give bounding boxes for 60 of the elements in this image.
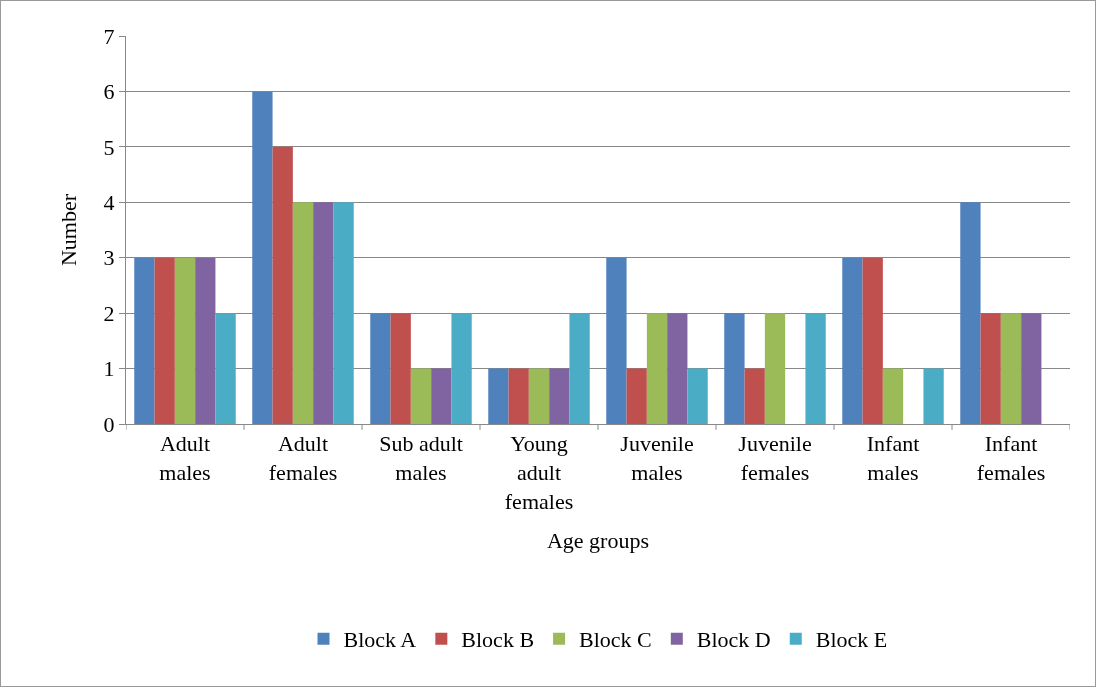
x-tick-label: Juvenile females bbox=[738, 431, 812, 485]
y-tick-label: 5 bbox=[103, 134, 115, 160]
y-tick-label: 2 bbox=[103, 300, 115, 326]
bar bbox=[410, 368, 432, 424]
bar bbox=[980, 313, 1001, 424]
bar bbox=[195, 257, 216, 424]
bar bbox=[292, 202, 314, 424]
bar bbox=[606, 257, 627, 424]
bar bbox=[626, 368, 647, 424]
legend-label: Block A bbox=[343, 627, 417, 653]
x-tick-label: Sub adult males bbox=[379, 431, 463, 485]
bar bbox=[390, 313, 411, 424]
bar bbox=[488, 368, 509, 424]
bar bbox=[569, 313, 590, 424]
x-tick-label: Young adult females bbox=[504, 431, 574, 514]
bar bbox=[805, 313, 826, 424]
y-tick-label: 4 bbox=[103, 189, 115, 215]
y-tick-label: 6 bbox=[103, 79, 115, 105]
bar bbox=[272, 146, 293, 424]
bar bbox=[960, 202, 981, 424]
x-axis-title: Age groups bbox=[546, 528, 650, 554]
y-tick-label: 3 bbox=[103, 245, 115, 271]
bar bbox=[744, 368, 765, 424]
y-tick-label: 7 bbox=[103, 23, 115, 49]
bar bbox=[154, 257, 175, 424]
legend-label: Block E bbox=[815, 627, 888, 653]
bar bbox=[646, 313, 668, 424]
bar bbox=[174, 257, 196, 424]
bar bbox=[313, 202, 334, 424]
y-tick-label: 1 bbox=[103, 356, 115, 382]
y-axis-title: Number bbox=[56, 193, 82, 267]
bar bbox=[667, 313, 688, 424]
bar bbox=[370, 313, 391, 424]
bar bbox=[451, 313, 472, 424]
bar bbox=[1021, 313, 1042, 424]
legend-label: Block C bbox=[579, 627, 652, 653]
x-tick-label: Infant males bbox=[866, 431, 920, 485]
bar bbox=[431, 368, 452, 424]
bar bbox=[508, 368, 529, 424]
bar bbox=[333, 202, 354, 424]
bar bbox=[528, 368, 550, 424]
bar bbox=[549, 368, 570, 424]
bar bbox=[724, 313, 745, 424]
x-tick-label: Infant females bbox=[976, 431, 1046, 485]
bar bbox=[1000, 313, 1022, 424]
legend-label: Block B bbox=[461, 627, 535, 653]
legend-label: Block D bbox=[696, 627, 771, 653]
bar bbox=[764, 313, 786, 424]
bar bbox=[862, 257, 883, 424]
x-tick-label: Adult males bbox=[159, 431, 211, 485]
bar bbox=[842, 257, 863, 424]
bar bbox=[882, 368, 904, 424]
bar bbox=[134, 257, 155, 424]
bar bbox=[252, 91, 273, 424]
x-tick-label: Adult females bbox=[268, 431, 338, 485]
bar bbox=[687, 368, 708, 424]
y-tick-label: 0 bbox=[103, 411, 115, 437]
x-tick-label: Juvenile males bbox=[620, 431, 694, 485]
bar bbox=[923, 368, 944, 424]
bar bbox=[215, 313, 236, 424]
